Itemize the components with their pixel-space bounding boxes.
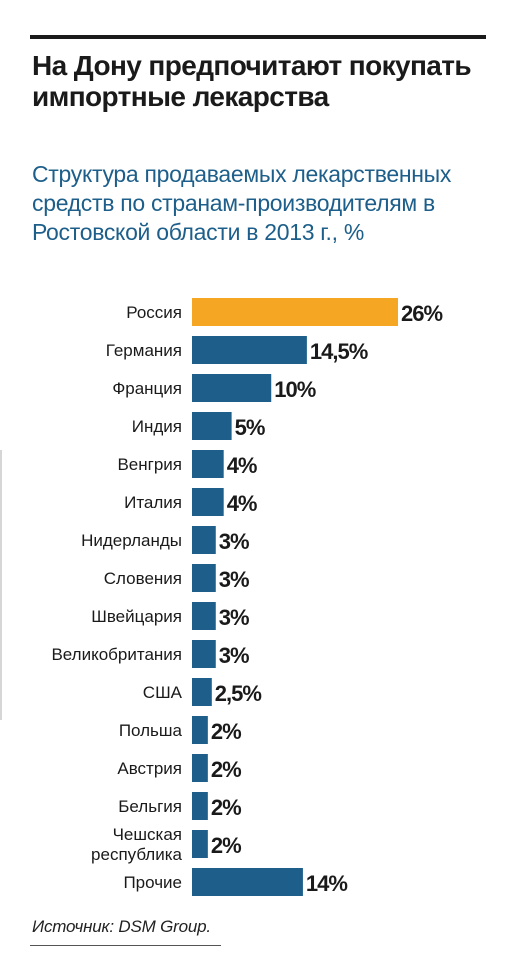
category-label-8: Словения xyxy=(104,569,182,588)
category-label-6: Италия xyxy=(124,493,182,512)
bar-13 xyxy=(192,754,208,782)
bar-14 xyxy=(192,792,208,820)
bar-chart-svg: Россия 26% Германия 14,5% Франция 10% Индия 5% В… xyxy=(51,298,443,896)
value-label-1: 26% xyxy=(401,301,442,326)
category-label-13: Австрия xyxy=(117,759,182,778)
bar-8 xyxy=(192,564,216,592)
value-label-12: 2% xyxy=(211,719,241,744)
value-label-16: 14% xyxy=(306,871,347,896)
value-label-4: 5% xyxy=(235,415,265,440)
chart-title: На Дону предпочитают покупать импортные … xyxy=(32,50,472,112)
bar-16 xyxy=(192,868,303,896)
value-label-7: 3% xyxy=(219,529,249,554)
value-label-5: 4% xyxy=(227,453,257,478)
bar-5 xyxy=(192,450,224,478)
value-label-9: 3% xyxy=(219,605,249,630)
category-label-4: Индия xyxy=(132,417,182,436)
value-label-14: 2% xyxy=(211,795,241,820)
page-edge-shadow xyxy=(0,450,2,720)
category-label-11: США xyxy=(143,683,183,702)
bar-6 xyxy=(192,488,224,516)
category-label-15: Чешская республика xyxy=(91,825,183,864)
bar-9 xyxy=(192,602,216,630)
category-label-14: Бельгия xyxy=(118,797,182,816)
category-label-1: Россия xyxy=(126,303,182,322)
value-label-15: 2% xyxy=(211,833,241,858)
category-label-10: Великобритания xyxy=(51,645,182,664)
bar-4 xyxy=(192,412,232,440)
value-label-6: 4% xyxy=(227,491,257,516)
bar-3 xyxy=(192,374,272,402)
value-label-8: 3% xyxy=(219,567,249,592)
top-rule xyxy=(30,35,486,39)
bar-10 xyxy=(192,640,216,668)
bar-15 xyxy=(192,830,208,858)
category-label-2: Германия xyxy=(106,341,182,360)
value-label-10: 3% xyxy=(219,643,249,668)
value-label-11: 2,5% xyxy=(215,681,262,706)
bar-2 xyxy=(192,336,307,364)
value-label-3: 10% xyxy=(274,377,315,402)
category-label-7: Нидерланды xyxy=(81,531,182,550)
value-label-2: 14,5% xyxy=(310,339,368,364)
bar-12 xyxy=(192,716,208,744)
category-label-5: Венгрия xyxy=(117,455,182,474)
category-label-16: Прочие xyxy=(123,873,182,892)
category-label-12: Польша xyxy=(119,721,183,740)
chart-subtitle: Структура продаваемых лекарственных сред… xyxy=(32,161,452,245)
category-label-3: Франция xyxy=(112,379,182,398)
bar-11 xyxy=(192,678,212,706)
bar-7 xyxy=(192,526,216,554)
source-underline xyxy=(30,945,221,946)
value-label-13: 2% xyxy=(211,757,241,782)
bar-chart: Россия 26% Германия 14,5% Франция 10% Индия 5% В… xyxy=(0,288,515,908)
bar-1 xyxy=(192,298,398,326)
source-note: Источник: DSM Group. xyxy=(32,917,211,936)
category-label-9: Швейцария xyxy=(91,607,182,626)
